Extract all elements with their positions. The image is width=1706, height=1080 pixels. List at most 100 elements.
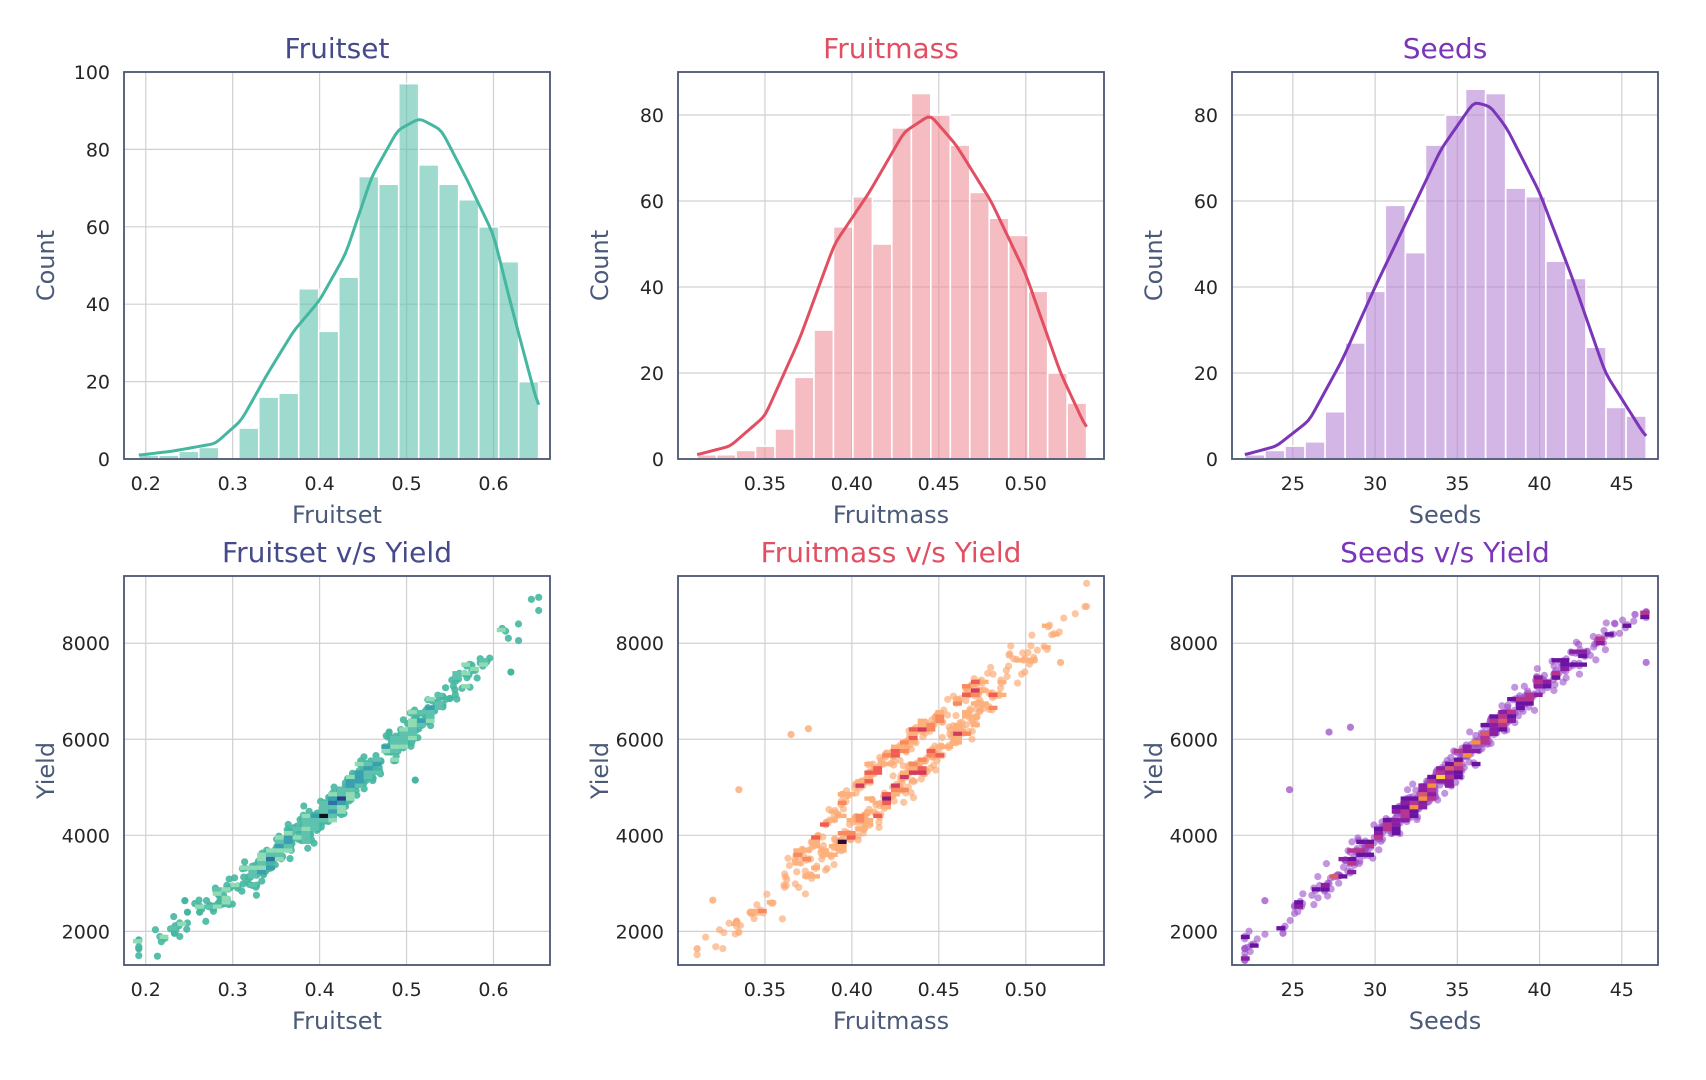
hist2d-cell <box>274 835 284 840</box>
hist2d-cell <box>1356 839 1366 844</box>
hist2d-cell <box>301 826 311 832</box>
scatter-point <box>1601 646 1610 654</box>
hist2d-cell <box>363 770 373 775</box>
histogram-bar <box>1364 290 1387 460</box>
hist2d-cell <box>802 848 812 853</box>
hist2d-cell <box>1436 774 1445 780</box>
hist2d-cell <box>221 895 231 901</box>
scatter-point <box>230 874 239 882</box>
hist2d-cell <box>408 718 417 723</box>
kde-line <box>1244 101 1648 456</box>
hist2d-cell <box>908 727 918 732</box>
scatter-point <box>719 945 727 953</box>
hist2d-cell <box>908 761 918 767</box>
scatter-point <box>693 945 701 953</box>
hist2d-cell <box>1471 761 1481 767</box>
histogram-bar <box>257 396 280 460</box>
hist2d-cell <box>1041 645 1051 650</box>
x-tick-label: 0.50 <box>1005 979 1047 1001</box>
hist2d-cell <box>837 792 847 797</box>
hist2d-cell <box>802 874 812 879</box>
hist2d-cell <box>970 679 980 685</box>
scatter-point <box>793 868 801 876</box>
histogram-bar <box>1284 445 1306 460</box>
hist2d-cell <box>390 744 400 749</box>
hist2d-cell <box>970 714 980 719</box>
scatter-point <box>938 733 946 742</box>
hist2d-cell <box>988 705 998 710</box>
x-tick-label: 25 <box>1281 979 1305 1001</box>
hist2d-cell <box>864 779 874 784</box>
hist2d-cell <box>408 709 417 715</box>
hist2d-cell <box>837 848 847 853</box>
hist2d-cell <box>731 921 741 927</box>
hist2d-cell <box>310 826 320 832</box>
hist2d-cell <box>1409 813 1419 819</box>
panel-hist-fruitset: 0.2 0.3 0.4 0.5 0.6 0 20 40 60 80 100 Fruitset Count… <box>32 32 551 529</box>
x-axis-label: Fruitset <box>292 1007 382 1035</box>
hist2d-cell <box>257 852 266 857</box>
scatter-point <box>795 883 803 892</box>
scatter-point <box>1602 619 1610 627</box>
hist2d-cell <box>301 839 311 844</box>
hist2d-cell <box>793 852 803 857</box>
y-tick-label: 6000 <box>62 729 110 751</box>
hist2d-cell <box>1533 679 1543 685</box>
scatter-point <box>1530 706 1539 714</box>
hist2d-cell <box>1560 662 1570 667</box>
scatter-point <box>1246 947 1254 956</box>
hist2d-cell <box>292 835 302 840</box>
hist2d-cell <box>935 714 945 719</box>
hist2d-cell <box>1347 869 1357 875</box>
scatter-point <box>702 933 710 941</box>
hist2d-cell <box>354 779 364 784</box>
scatter-point <box>1013 679 1022 687</box>
hist2d-cell <box>837 839 847 844</box>
scatter-point <box>449 682 457 690</box>
hist2d-cell <box>864 796 874 801</box>
scatter-point <box>1615 629 1624 637</box>
hist2d-cell <box>1409 809 1419 814</box>
hist2d-cell <box>301 822 311 827</box>
hist2d-cell <box>1409 796 1419 801</box>
axes-frame <box>677 71 1105 460</box>
hist2d-cell <box>1347 861 1357 866</box>
hist2d-cell <box>1418 805 1428 810</box>
hist2d-cell <box>891 744 900 749</box>
hist2d-cell <box>274 843 284 849</box>
hist2d-cell <box>1524 692 1534 698</box>
hist2d-cell <box>345 779 355 784</box>
hist2d-cell <box>177 921 187 927</box>
scatter-point <box>787 730 795 739</box>
scatter-point <box>1002 666 1010 674</box>
scatter-point <box>821 866 830 874</box>
scatter-point <box>1286 916 1294 925</box>
histogram-bar <box>1444 114 1467 460</box>
y-tick-label: 2000 <box>616 921 664 943</box>
hist2d-cell <box>408 735 417 741</box>
hist2d-cell <box>345 796 355 801</box>
hist2d-cell <box>399 740 408 745</box>
histogram-bar <box>177 450 200 460</box>
hist2d-cell <box>1453 757 1463 762</box>
scatter-point <box>514 620 523 628</box>
hist2d-cell <box>1462 748 1472 754</box>
scatter-point <box>890 761 898 769</box>
panel-hist-seeds: 25 30 35 40 45 0 20 40 60 80 Seeds Count Seeds <box>1140 32 1659 529</box>
histogram-bar <box>317 330 340 460</box>
hist2d-cell <box>1507 697 1516 702</box>
hist2d-cell <box>962 709 971 715</box>
hist2d-cell <box>1578 662 1587 667</box>
scatter-point <box>1253 935 1261 943</box>
scatter-point <box>196 908 204 916</box>
hist2d-cell <box>266 852 275 857</box>
scatter-point <box>725 919 733 927</box>
histogram-bar <box>1545 260 1567 460</box>
hist2d-cell <box>899 774 909 780</box>
hist2d-cell <box>855 813 865 819</box>
hist2d-cell <box>337 787 346 793</box>
hist2d-cell <box>274 839 284 844</box>
y-tick-label: 8000 <box>62 633 110 655</box>
hist2d-cell <box>1041 623 1051 628</box>
